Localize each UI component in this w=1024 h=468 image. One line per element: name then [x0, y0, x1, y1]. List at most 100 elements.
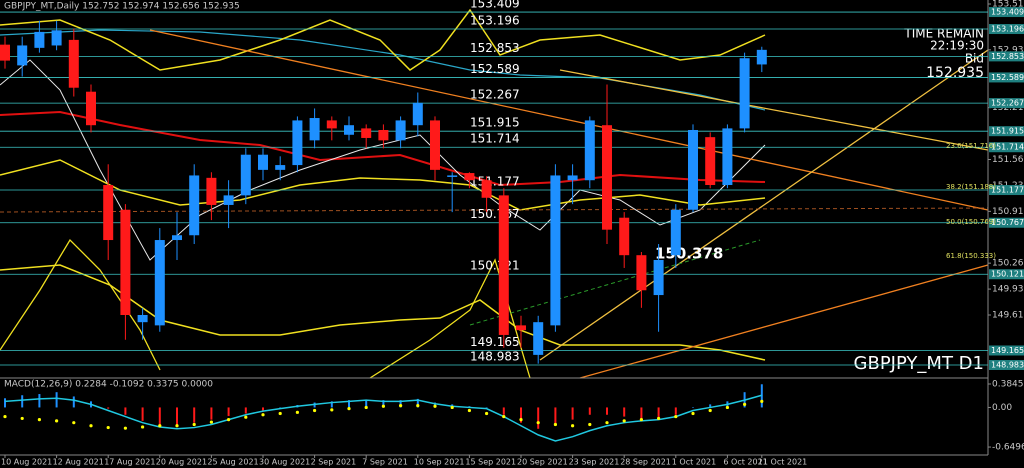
candle-body [223, 195, 234, 205]
candle-body [739, 58, 750, 129]
y-tick-label: 152.210 [992, 103, 1024, 113]
macd-signal-dot [485, 411, 489, 416]
level-label: 150.121 [470, 259, 520, 273]
macd-signal-dot [244, 415, 248, 419]
candle-body [533, 322, 544, 355]
fibo-label: 38.2(151.188) [946, 183, 996, 191]
candle-body [51, 30, 62, 46]
symbol-label: GBPJPY_MT D1 [854, 353, 984, 374]
macd-bar [158, 407, 161, 425]
band-middle [0, 159, 766, 211]
macd-bar [38, 394, 41, 408]
level-axis-label: 153.196 [991, 25, 1024, 34]
candle-body [137, 315, 148, 323]
x-tick-label: 20 Aug 2021 [156, 458, 207, 467]
level-axis-box [989, 360, 1024, 371]
macd-signal-dot [330, 408, 334, 412]
candle-body [34, 31, 45, 48]
x-tick-label: 25 Aug 2021 [207, 458, 258, 467]
candle-body [516, 325, 526, 331]
macd-tick-label: 0.00 [992, 403, 1012, 413]
candle-body [17, 45, 28, 66]
macd-signal-dot [192, 422, 196, 427]
macd-bar [55, 392, 58, 408]
macd-signal-dot [55, 419, 59, 423]
macd-bar [657, 407, 660, 419]
macd-signal-dot [72, 421, 76, 425]
macd-signal-dot [381, 404, 385, 408]
candle-body [275, 165, 286, 170]
macd-signal-dot [278, 411, 282, 416]
candle-body [258, 154, 268, 170]
x-tick-label: 12 Aug 2021 [53, 458, 104, 467]
candle-body [430, 120, 440, 170]
macd-signal-dot [261, 413, 265, 417]
macd-bar [348, 400, 350, 408]
level-label: 152.267 [470, 88, 520, 102]
candle-body [481, 180, 492, 198]
candle-body [636, 255, 647, 291]
candle-body [395, 120, 406, 141]
candle-body [120, 209, 131, 315]
trend-line [149, 29, 989, 211]
candle-body [550, 175, 561, 326]
band-lower [0, 264, 766, 361]
macd-tick-label: -0.6496 [992, 443, 1024, 453]
macd-signal-dot [571, 424, 575, 428]
y-tick-label: 151.560 [992, 155, 1024, 165]
candle-body [292, 120, 303, 166]
candle-body [206, 177, 217, 205]
x-tick-label: 11 Oct 2021 [758, 458, 807, 467]
macd-bar [141, 407, 144, 421]
level-axis-box [989, 98, 1024, 109]
macd-signal-dot [760, 399, 764, 403]
macd-bar [399, 400, 402, 408]
macd-signal-dot [536, 421, 540, 425]
level-axis-box [989, 7, 1024, 18]
macd-bar [227, 407, 230, 416]
macd-signal-dot [295, 410, 299, 414]
level-label: 153.196 [470, 14, 520, 28]
candle-body [86, 91, 96, 126]
level-label: 152.589 [470, 62, 520, 76]
candle-body [653, 259, 664, 296]
level-label: 151.714 [470, 132, 520, 146]
candle-body [602, 125, 612, 230]
macd-bar [640, 407, 643, 420]
level-axis-box [989, 24, 1024, 35]
indicators [0, 8, 989, 379]
level-axis-box [989, 269, 1024, 280]
macd-signal-dot [639, 418, 644, 422]
macd-bar [279, 407, 282, 408]
macd-signal-dot [433, 404, 437, 408]
chart-title: GBPJPY_MT,Daily 152.752 152.974 152.656 … [4, 2, 240, 12]
candle-body [567, 175, 578, 181]
macd-signal-dot [347, 407, 351, 411]
y-tick-label: 150.910 [992, 207, 1024, 217]
candle-body [464, 173, 475, 181]
x-tick-label: 7 Sep 2021 [362, 458, 408, 467]
macd-signal-dot [20, 416, 24, 421]
level-label: 151.915 [470, 116, 520, 130]
ma-line [0, 59, 766, 261]
macd-signal-dot [450, 405, 454, 410]
candle-body [309, 118, 320, 141]
macd-signal-dot [725, 405, 730, 410]
trend-line [559, 69, 989, 151]
macd-signal-dot [209, 420, 213, 424]
candle-body [722, 128, 733, 186]
fibo-label: 23.6(151.716) [946, 142, 996, 150]
level-label: 153.409 [470, 0, 520, 11]
macd-bar [502, 407, 505, 415]
macd-bar [4, 398, 6, 408]
level-axis-label: 152.267 [991, 99, 1024, 108]
level-axis-label: 151.177 [991, 186, 1024, 195]
macd-signal-dot [106, 425, 110, 430]
macd-bar [674, 407, 677, 415]
macd-signal-dot [691, 411, 695, 416]
ma-line [0, 110, 766, 187]
macd-bar [623, 407, 626, 417]
level-axis-label: 153.409 [991, 8, 1024, 17]
macd-bar [382, 400, 385, 408]
